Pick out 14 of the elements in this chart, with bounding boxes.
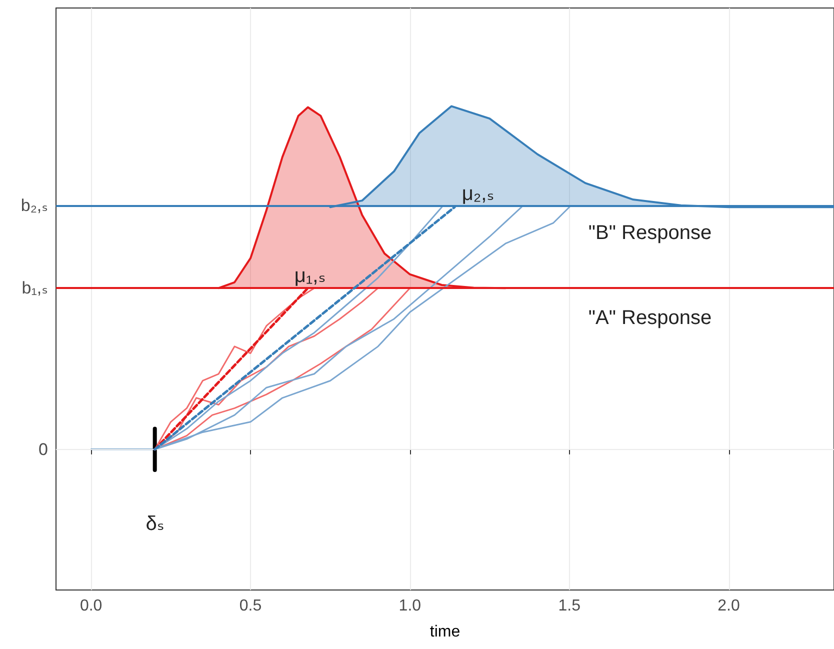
x-axis-title: time <box>430 624 460 640</box>
ref-line-label: 0 <box>38 440 48 459</box>
ref-line-label: b₂,ₛ <box>20 196 48 216</box>
x-tick-label: 0.5 <box>239 598 262 614</box>
x-tick-label: 0.0 <box>80 598 102 614</box>
annotation: "A" Response <box>588 307 712 329</box>
annotation: μ₁,ₛ <box>294 265 326 287</box>
x-tick-label: 1.5 <box>558 598 581 614</box>
annotation: "B" Response <box>588 222 712 244</box>
x-tick-label: 1.0 <box>398 598 422 614</box>
x-tick-label: 2.0 <box>718 598 740 614</box>
text: δₛ <box>146 513 164 535</box>
annotation: μ₂,ₛ <box>462 183 494 205</box>
ref-line-label: b₁,ₛ <box>22 278 48 298</box>
